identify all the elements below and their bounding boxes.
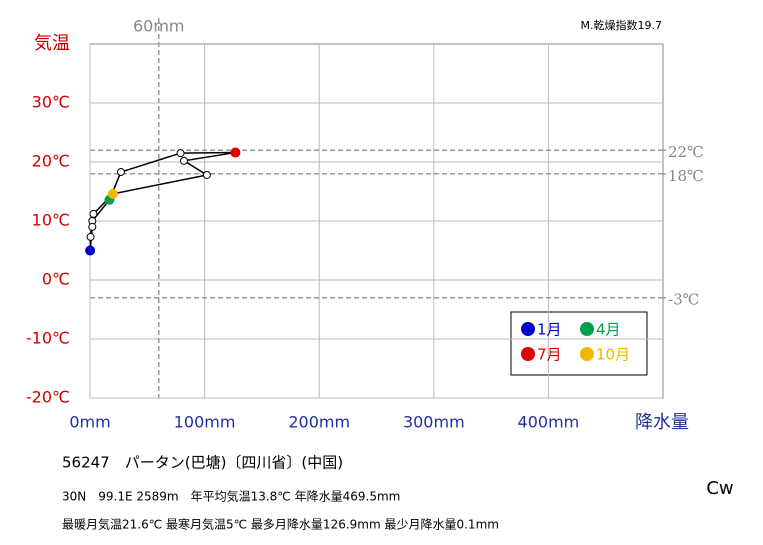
x-tick-label: 100mm xyxy=(174,413,236,432)
month-point xyxy=(86,232,95,241)
info-line: 最暖月気温21.6℃ 最寒月気温5℃ 最多月降水量126.9mm 最少月降水量0… xyxy=(62,517,499,532)
y-tick-label: 30℃ xyxy=(32,93,70,112)
climate-class: Cw xyxy=(706,478,733,499)
month-point xyxy=(85,245,96,256)
info-line: 30N 99.1E 2589m 年平均気温13.8℃ 年降水量469.5mm xyxy=(62,489,400,504)
x-tick-label: 400mm xyxy=(518,413,580,432)
month-point xyxy=(89,209,98,218)
reference-label: 18℃ xyxy=(668,167,704,185)
month-point xyxy=(230,147,241,158)
legend-marker xyxy=(580,322,594,336)
y-tick-label: -20℃ xyxy=(26,388,70,407)
reference-label: 60mm xyxy=(133,17,185,36)
y-tick-label: -10℃ xyxy=(26,329,70,348)
reference-label: -3℃ xyxy=(668,291,699,309)
legend-label: 10月 xyxy=(596,346,630,364)
month-point xyxy=(88,222,97,231)
legend-marker xyxy=(521,322,535,336)
x-tick-label: 200mm xyxy=(288,413,350,432)
legend-label: 7月 xyxy=(537,346,562,364)
legend-label: 4月 xyxy=(596,321,621,339)
month-point xyxy=(179,156,188,165)
y-axis-label: 気温 xyxy=(34,33,70,54)
y-tick-label: 10℃ xyxy=(32,211,70,230)
y-tick-label: 0℃ xyxy=(42,270,70,289)
index-note: M.乾燥指数19.7 xyxy=(581,18,662,32)
legend-label: 1月 xyxy=(537,321,562,339)
station: 56247 パータン(巴塘)〔四川省〕(中国) xyxy=(62,454,343,472)
month-point xyxy=(107,188,118,199)
x-tick-label: 0mm xyxy=(69,413,110,432)
x-tick-label: 300mm xyxy=(403,413,465,432)
y-tick-label: 20℃ xyxy=(32,152,70,171)
month-point xyxy=(176,149,185,158)
reference-label: 22℃ xyxy=(668,143,704,161)
month-point xyxy=(202,170,211,179)
month-point xyxy=(116,168,125,177)
legend-box xyxy=(510,311,648,376)
x-axis-label: 降水量 xyxy=(635,412,689,433)
legend-marker xyxy=(580,347,594,361)
legend-marker xyxy=(521,347,535,361)
